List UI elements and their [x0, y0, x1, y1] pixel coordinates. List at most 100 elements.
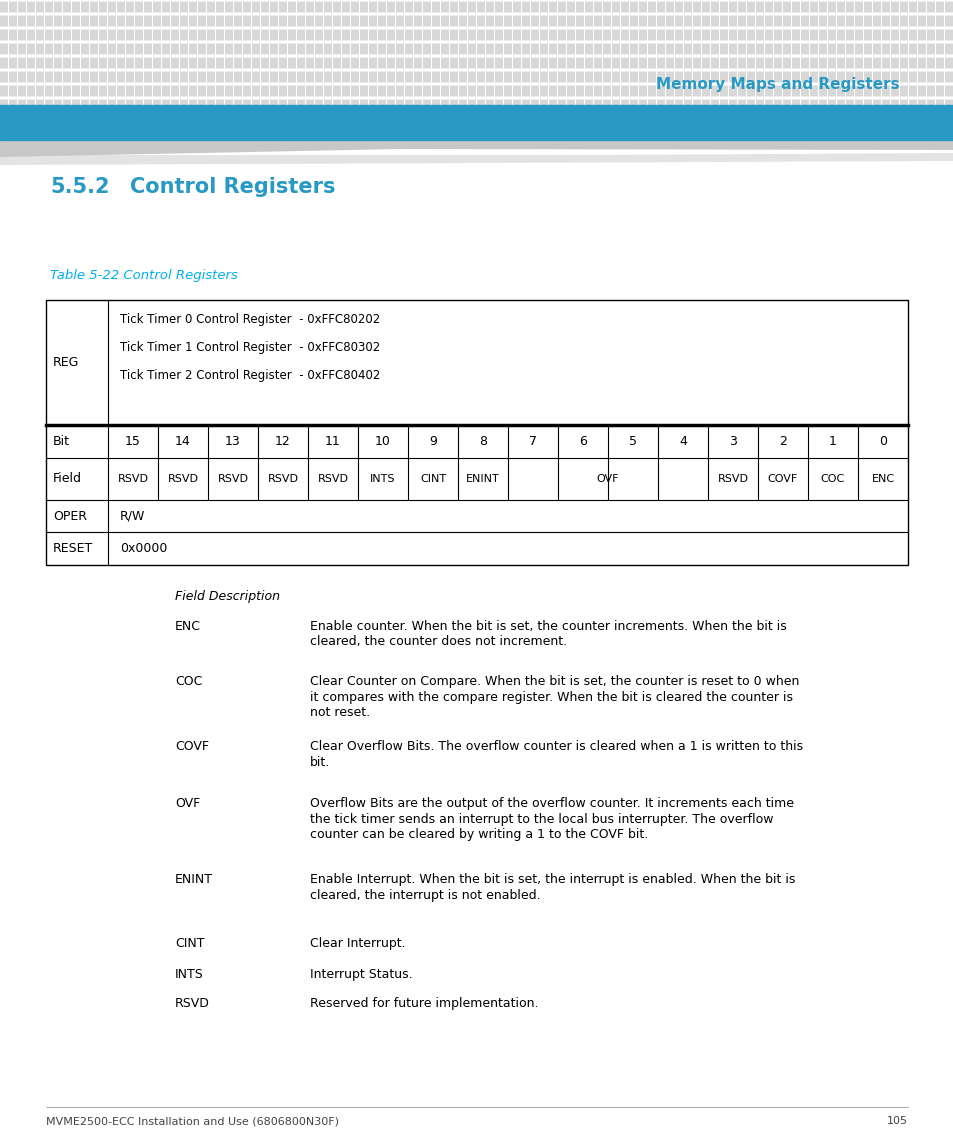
Text: ENINT: ENINT [174, 872, 213, 886]
FancyBboxPatch shape [306, 1, 314, 13]
FancyBboxPatch shape [351, 100, 358, 111]
Text: RSVD: RSVD [317, 474, 348, 484]
FancyBboxPatch shape [665, 30, 673, 40]
FancyBboxPatch shape [890, 71, 898, 82]
FancyBboxPatch shape [531, 57, 538, 69]
FancyBboxPatch shape [377, 57, 386, 69]
FancyBboxPatch shape [198, 44, 206, 55]
FancyBboxPatch shape [602, 30, 610, 40]
FancyBboxPatch shape [710, 100, 719, 111]
FancyBboxPatch shape [558, 57, 565, 69]
FancyBboxPatch shape [639, 1, 646, 13]
FancyBboxPatch shape [152, 71, 161, 82]
FancyBboxPatch shape [458, 1, 467, 13]
FancyBboxPatch shape [458, 57, 467, 69]
Polygon shape [0, 153, 953, 165]
FancyBboxPatch shape [612, 1, 619, 13]
FancyBboxPatch shape [890, 1, 898, 13]
FancyBboxPatch shape [647, 44, 656, 55]
FancyBboxPatch shape [521, 30, 530, 40]
FancyBboxPatch shape [854, 16, 862, 26]
FancyBboxPatch shape [791, 57, 800, 69]
FancyBboxPatch shape [836, 57, 844, 69]
Text: RESET: RESET [53, 542, 93, 555]
FancyBboxPatch shape [377, 16, 386, 26]
FancyBboxPatch shape [485, 44, 494, 55]
FancyBboxPatch shape [27, 16, 35, 26]
FancyBboxPatch shape [845, 1, 853, 13]
FancyBboxPatch shape [764, 86, 772, 96]
FancyBboxPatch shape [414, 1, 421, 13]
Text: the tick timer sends an interrupt to the local bus interrupter. The overflow: the tick timer sends an interrupt to the… [310, 813, 773, 826]
FancyBboxPatch shape [738, 86, 745, 96]
FancyBboxPatch shape [513, 71, 520, 82]
FancyBboxPatch shape [801, 86, 808, 96]
FancyBboxPatch shape [584, 44, 593, 55]
FancyBboxPatch shape [405, 44, 413, 55]
FancyBboxPatch shape [620, 1, 628, 13]
FancyBboxPatch shape [81, 71, 89, 82]
FancyBboxPatch shape [701, 71, 709, 82]
FancyBboxPatch shape [296, 100, 305, 111]
FancyBboxPatch shape [440, 71, 449, 82]
FancyBboxPatch shape [27, 100, 35, 111]
FancyBboxPatch shape [531, 86, 538, 96]
FancyBboxPatch shape [692, 16, 700, 26]
FancyBboxPatch shape [566, 100, 575, 111]
FancyBboxPatch shape [926, 1, 934, 13]
FancyBboxPatch shape [422, 57, 431, 69]
FancyBboxPatch shape [629, 16, 638, 26]
FancyBboxPatch shape [566, 57, 575, 69]
FancyBboxPatch shape [369, 86, 376, 96]
FancyBboxPatch shape [162, 44, 170, 55]
FancyBboxPatch shape [468, 86, 476, 96]
FancyBboxPatch shape [468, 1, 476, 13]
FancyBboxPatch shape [0, 86, 8, 96]
FancyBboxPatch shape [171, 16, 179, 26]
FancyBboxPatch shape [171, 57, 179, 69]
FancyBboxPatch shape [710, 1, 719, 13]
FancyBboxPatch shape [899, 16, 907, 26]
FancyBboxPatch shape [252, 86, 260, 96]
FancyBboxPatch shape [647, 30, 656, 40]
FancyBboxPatch shape [108, 100, 116, 111]
FancyBboxPatch shape [278, 16, 287, 26]
FancyBboxPatch shape [495, 57, 502, 69]
FancyBboxPatch shape [882, 86, 889, 96]
FancyBboxPatch shape [198, 57, 206, 69]
FancyBboxPatch shape [395, 71, 403, 82]
FancyBboxPatch shape [261, 71, 269, 82]
FancyBboxPatch shape [152, 44, 161, 55]
FancyBboxPatch shape [548, 57, 557, 69]
FancyBboxPatch shape [18, 44, 26, 55]
FancyBboxPatch shape [503, 57, 512, 69]
FancyBboxPatch shape [675, 57, 682, 69]
FancyBboxPatch shape [135, 100, 143, 111]
FancyBboxPatch shape [261, 57, 269, 69]
FancyBboxPatch shape [495, 30, 502, 40]
FancyBboxPatch shape [917, 1, 925, 13]
FancyBboxPatch shape [225, 44, 233, 55]
FancyBboxPatch shape [576, 57, 583, 69]
FancyBboxPatch shape [675, 100, 682, 111]
FancyBboxPatch shape [576, 86, 583, 96]
FancyBboxPatch shape [935, 86, 943, 96]
FancyBboxPatch shape [198, 16, 206, 26]
FancyBboxPatch shape [836, 30, 844, 40]
FancyBboxPatch shape [675, 86, 682, 96]
FancyBboxPatch shape [71, 71, 80, 82]
FancyBboxPatch shape [503, 86, 512, 96]
FancyBboxPatch shape [9, 1, 17, 13]
FancyBboxPatch shape [926, 44, 934, 55]
FancyBboxPatch shape [495, 16, 502, 26]
Text: RSVD: RSVD [117, 474, 149, 484]
FancyBboxPatch shape [917, 86, 925, 96]
FancyBboxPatch shape [243, 100, 251, 111]
FancyBboxPatch shape [594, 1, 601, 13]
FancyBboxPatch shape [584, 57, 593, 69]
FancyBboxPatch shape [899, 100, 907, 111]
FancyBboxPatch shape [233, 100, 242, 111]
FancyBboxPatch shape [908, 1, 916, 13]
FancyBboxPatch shape [458, 16, 467, 26]
FancyBboxPatch shape [584, 86, 593, 96]
